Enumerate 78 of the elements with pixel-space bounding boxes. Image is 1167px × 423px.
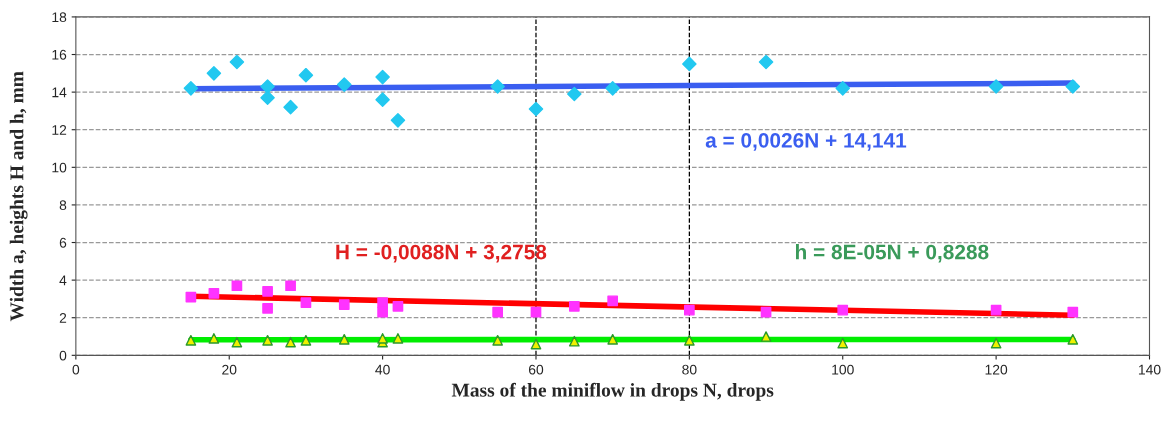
point (392, 333, 404, 344)
point (208, 333, 220, 344)
point (231, 336, 243, 348)
x-tick-label: 80 (682, 364, 697, 375)
point (185, 334, 197, 346)
point (758, 54, 774, 70)
x-tick-label: 0 (72, 364, 80, 375)
point (1067, 306, 1079, 318)
point (1065, 79, 1081, 94)
point (183, 81, 199, 96)
point (262, 334, 273, 346)
point (568, 301, 580, 312)
point (377, 333, 388, 344)
annotation: h = 8E-05N + 0,8288 (796, 244, 989, 263)
y-tick-label: 10 (52, 162, 67, 173)
y-tick-label: 6 (59, 237, 67, 248)
point (684, 334, 695, 346)
point (392, 301, 404, 312)
point (260, 79, 275, 94)
y-tick-label: 8 (59, 200, 67, 211)
y-tick-label: 18 (52, 12, 67, 23)
point (262, 286, 273, 297)
x-tick-label: 100 (832, 364, 854, 375)
point (231, 280, 243, 292)
point (567, 86, 582, 102)
x-tick-label: 140 (1138, 364, 1161, 375)
point (684, 304, 695, 316)
point (298, 67, 314, 83)
point (300, 297, 312, 309)
y-tick-label: 4 (59, 275, 67, 286)
point (377, 297, 388, 309)
y-axis-title: Width a, heights H and h, mm (9, 71, 28, 322)
annotation: H = -0,0088N + 3,2758 (336, 244, 547, 263)
x-tick-label: 40 (375, 364, 390, 375)
point (336, 77, 352, 92)
point (607, 333, 619, 345)
point (377, 306, 388, 318)
x-tick-label: 20 (222, 364, 237, 375)
point (260, 90, 275, 106)
point (229, 54, 245, 70)
y-tick-label: 14 (52, 87, 67, 98)
point (375, 69, 390, 85)
point (607, 295, 619, 307)
point (283, 99, 298, 115)
point (208, 287, 220, 299)
point (375, 92, 390, 107)
x-axis-title: Mass of the miniflow in drops N, drops (451, 382, 774, 401)
point (1067, 333, 1079, 345)
point (990, 304, 1002, 316)
point (492, 334, 503, 346)
point (605, 81, 620, 96)
point (490, 79, 505, 94)
point (206, 66, 222, 81)
point (285, 336, 296, 348)
y-tick-label: 12 (52, 125, 67, 135)
point (338, 333, 350, 345)
point (568, 335, 580, 347)
point (837, 304, 849, 316)
point (338, 299, 350, 310)
y-tick-label: 16 (52, 49, 67, 60)
point (530, 338, 542, 350)
annotation: a = 0,0026N + 14,141 (705, 132, 907, 151)
point (492, 306, 503, 318)
point (262, 302, 273, 314)
point (835, 81, 851, 96)
y-tick-label: 0 (59, 350, 67, 361)
point (300, 334, 312, 346)
point (837, 337, 849, 349)
y-tick-label: 2 (59, 313, 67, 323)
point (285, 280, 296, 292)
point (682, 56, 697, 72)
point (390, 113, 406, 128)
point (528, 101, 544, 117)
point (988, 79, 1004, 94)
x-tick-label: 120 (985, 364, 1008, 375)
point (760, 331, 772, 342)
x-tick-label: 60 (528, 364, 544, 375)
point (990, 337, 1002, 349)
